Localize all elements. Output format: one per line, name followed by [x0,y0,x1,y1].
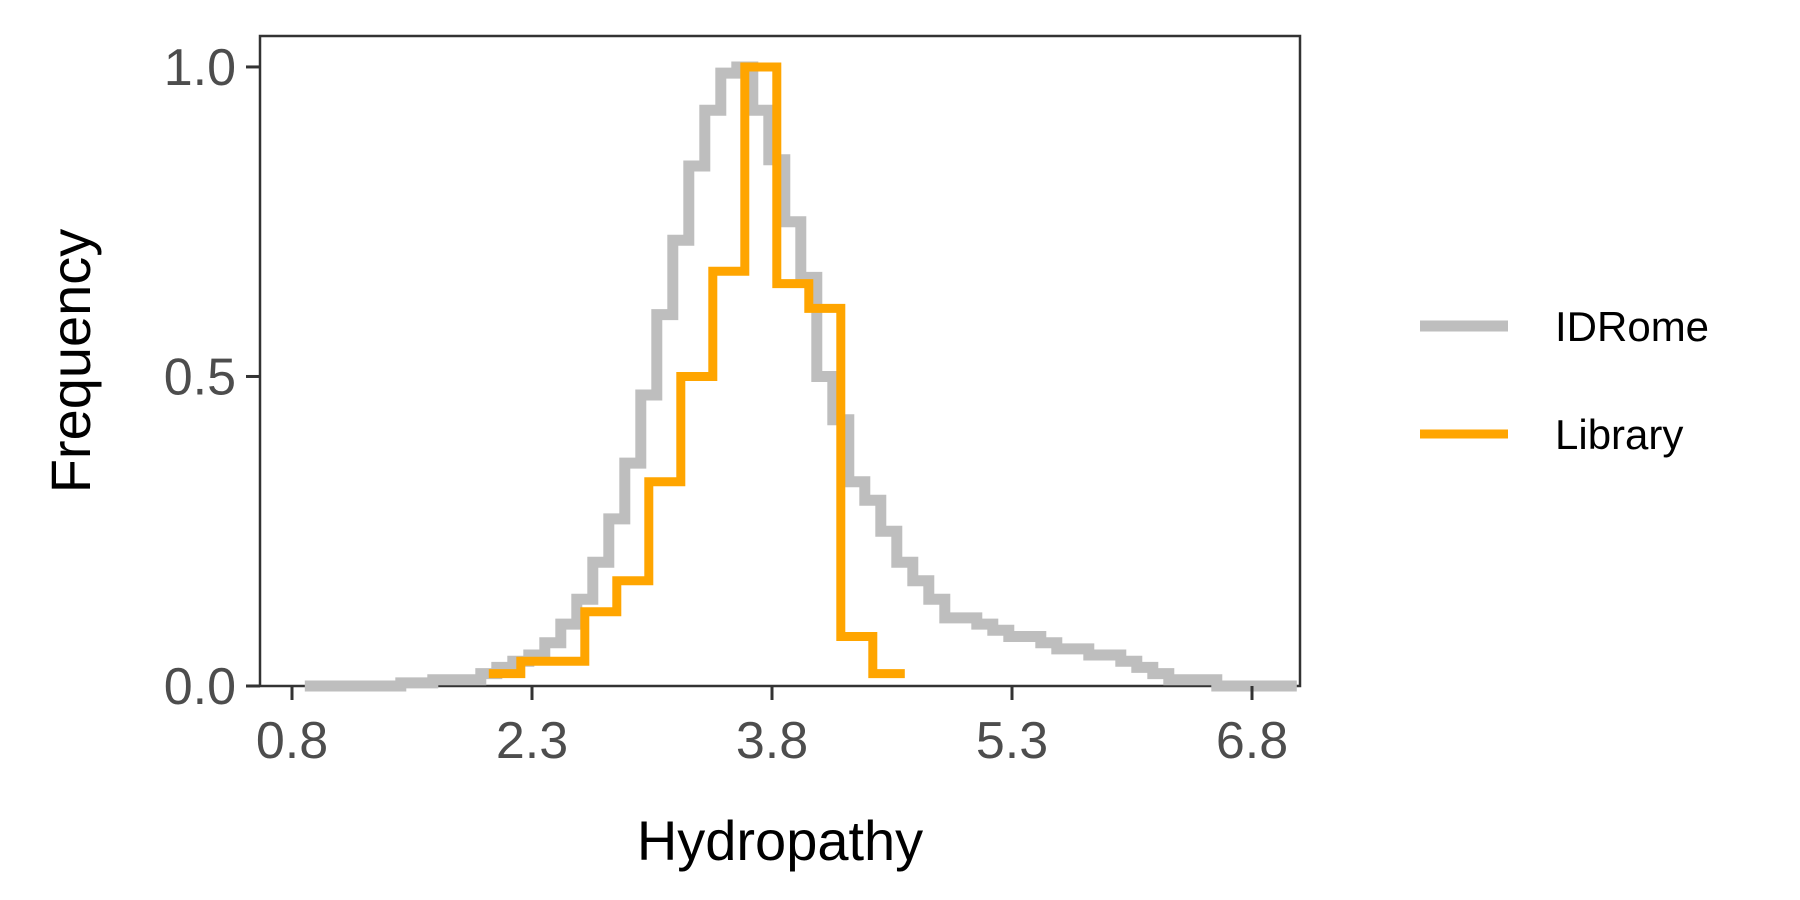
legend-label-idrome: IDRome [1555,303,1709,350]
x-tick-label: 3.8 [736,712,808,770]
series-layer [304,61,1297,692]
x-axis-title: Hydropathy [637,809,923,872]
y-tick-label: 0.5 [164,348,236,406]
series-line-library [488,62,905,679]
y-axis-title: Frequency [39,229,102,494]
y-tick-label: 0.0 [164,658,236,716]
x-axis: 0.8 2.3 3.8 5.3 6.8 [256,686,1288,770]
y-tick-label: 1.0 [164,39,236,97]
x-tick-label: 2.3 [496,712,568,770]
legend-label-library: Library [1555,411,1683,458]
x-tick-label: 6.8 [1216,712,1288,770]
series-line-idrome [304,61,1297,692]
x-tick-label: 5.3 [976,712,1048,770]
legend: IDRome Library [1420,303,1709,458]
y-axis: 0.0 0.5 1.0 [164,39,260,716]
x-tick-label: 0.8 [256,712,328,770]
